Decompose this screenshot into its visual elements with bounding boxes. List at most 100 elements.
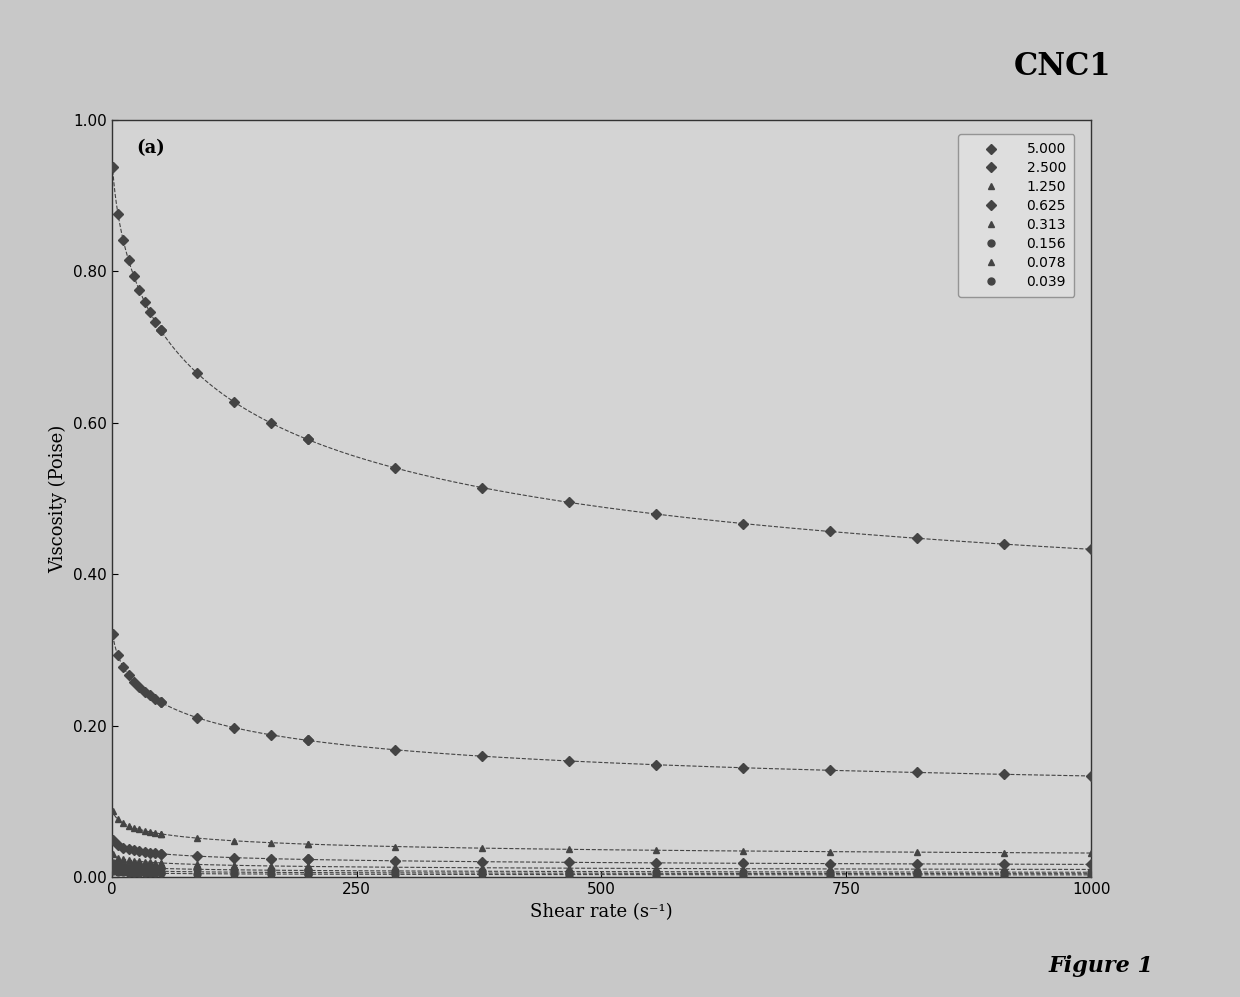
2.500	[153, 696, 167, 708]
0.078	[131, 864, 146, 876]
0.313	[148, 856, 162, 868]
2.500	[190, 712, 205, 724]
0.039	[735, 868, 750, 880]
5.000	[110, 207, 125, 219]
2.500	[997, 769, 1012, 781]
5.000	[822, 525, 837, 537]
2.500	[126, 676, 141, 688]
0.625	[997, 858, 1012, 870]
0.156	[110, 859, 125, 871]
Line: 0.625: 0.625	[109, 836, 1095, 867]
0.156	[148, 862, 162, 874]
5.000	[300, 434, 315, 446]
0.078	[910, 867, 925, 879]
Y-axis label: Viscosity (Poise): Viscosity (Poise)	[50, 425, 67, 572]
0.039	[300, 868, 315, 880]
0.078	[153, 865, 167, 877]
1.250	[153, 828, 167, 839]
0.039	[131, 867, 146, 879]
0.156	[562, 865, 577, 877]
2.500	[300, 735, 315, 747]
5.000	[997, 538, 1012, 550]
1.250	[148, 827, 162, 838]
1.250	[138, 825, 153, 836]
5.000	[105, 162, 120, 173]
1.250	[143, 826, 157, 837]
1.250	[122, 820, 136, 831]
0.078	[105, 861, 120, 873]
0.078	[227, 866, 242, 878]
2.500	[131, 681, 146, 693]
0.039	[263, 868, 278, 880]
0.156	[300, 864, 315, 876]
0.313	[190, 858, 205, 870]
0.313	[131, 855, 146, 867]
0.156	[997, 866, 1012, 878]
0.039	[387, 868, 402, 880]
0.625	[735, 857, 750, 869]
0.625	[190, 850, 205, 862]
0.625	[122, 843, 136, 855]
0.313	[263, 860, 278, 872]
2.500	[910, 767, 925, 779]
0.156	[822, 866, 837, 878]
5.000	[153, 324, 167, 336]
0.156	[474, 865, 489, 877]
0.078	[300, 866, 315, 878]
0.078	[474, 867, 489, 879]
0.625	[148, 847, 162, 859]
0.313	[227, 859, 242, 871]
2.500	[263, 729, 278, 741]
0.039	[474, 868, 489, 880]
0.039	[997, 868, 1012, 880]
0.313	[997, 863, 1012, 875]
0.313	[153, 857, 167, 869]
0.313	[562, 862, 577, 874]
0.313	[300, 860, 315, 872]
2.500	[562, 755, 577, 767]
0.156	[735, 865, 750, 877]
0.313	[910, 863, 925, 875]
0.313	[122, 854, 136, 866]
0.156	[105, 857, 120, 869]
1.250	[997, 846, 1012, 858]
Line: 0.039: 0.039	[109, 867, 1095, 878]
1.250	[474, 842, 489, 854]
5.000	[263, 417, 278, 429]
5.000	[474, 482, 489, 494]
0.156	[300, 864, 315, 876]
1.250	[153, 828, 167, 839]
0.078	[1084, 867, 1099, 879]
5.000	[190, 367, 205, 379]
Line: 0.313: 0.313	[109, 850, 1095, 873]
0.625	[153, 847, 167, 859]
0.039	[115, 866, 130, 878]
2.500	[1084, 770, 1099, 782]
0.313	[822, 863, 837, 875]
1.250	[126, 822, 141, 833]
0.313	[300, 860, 315, 872]
2.500	[300, 735, 315, 747]
0.156	[131, 861, 146, 873]
0.156	[126, 861, 141, 873]
2.500	[115, 661, 130, 673]
0.039	[126, 866, 141, 878]
0.078	[138, 864, 153, 876]
Text: Figure 1: Figure 1	[1048, 955, 1153, 977]
0.313	[110, 851, 125, 863]
5.000	[138, 296, 153, 308]
1.250	[300, 838, 315, 850]
5.000	[387, 462, 402, 474]
1.250	[649, 844, 663, 856]
5.000	[227, 396, 242, 408]
0.625	[300, 853, 315, 865]
Legend: 5.000, 2.500, 1.250, 0.625, 0.313, 0.156, 0.078, 0.039: 5.000, 2.500, 1.250, 0.625, 0.313, 0.156…	[959, 135, 1074, 297]
0.039	[138, 867, 153, 879]
0.625	[263, 852, 278, 864]
2.500	[148, 693, 162, 705]
2.500	[822, 765, 837, 777]
0.625	[822, 857, 837, 869]
0.078	[190, 865, 205, 877]
0.156	[115, 860, 130, 872]
1.250	[105, 806, 120, 818]
